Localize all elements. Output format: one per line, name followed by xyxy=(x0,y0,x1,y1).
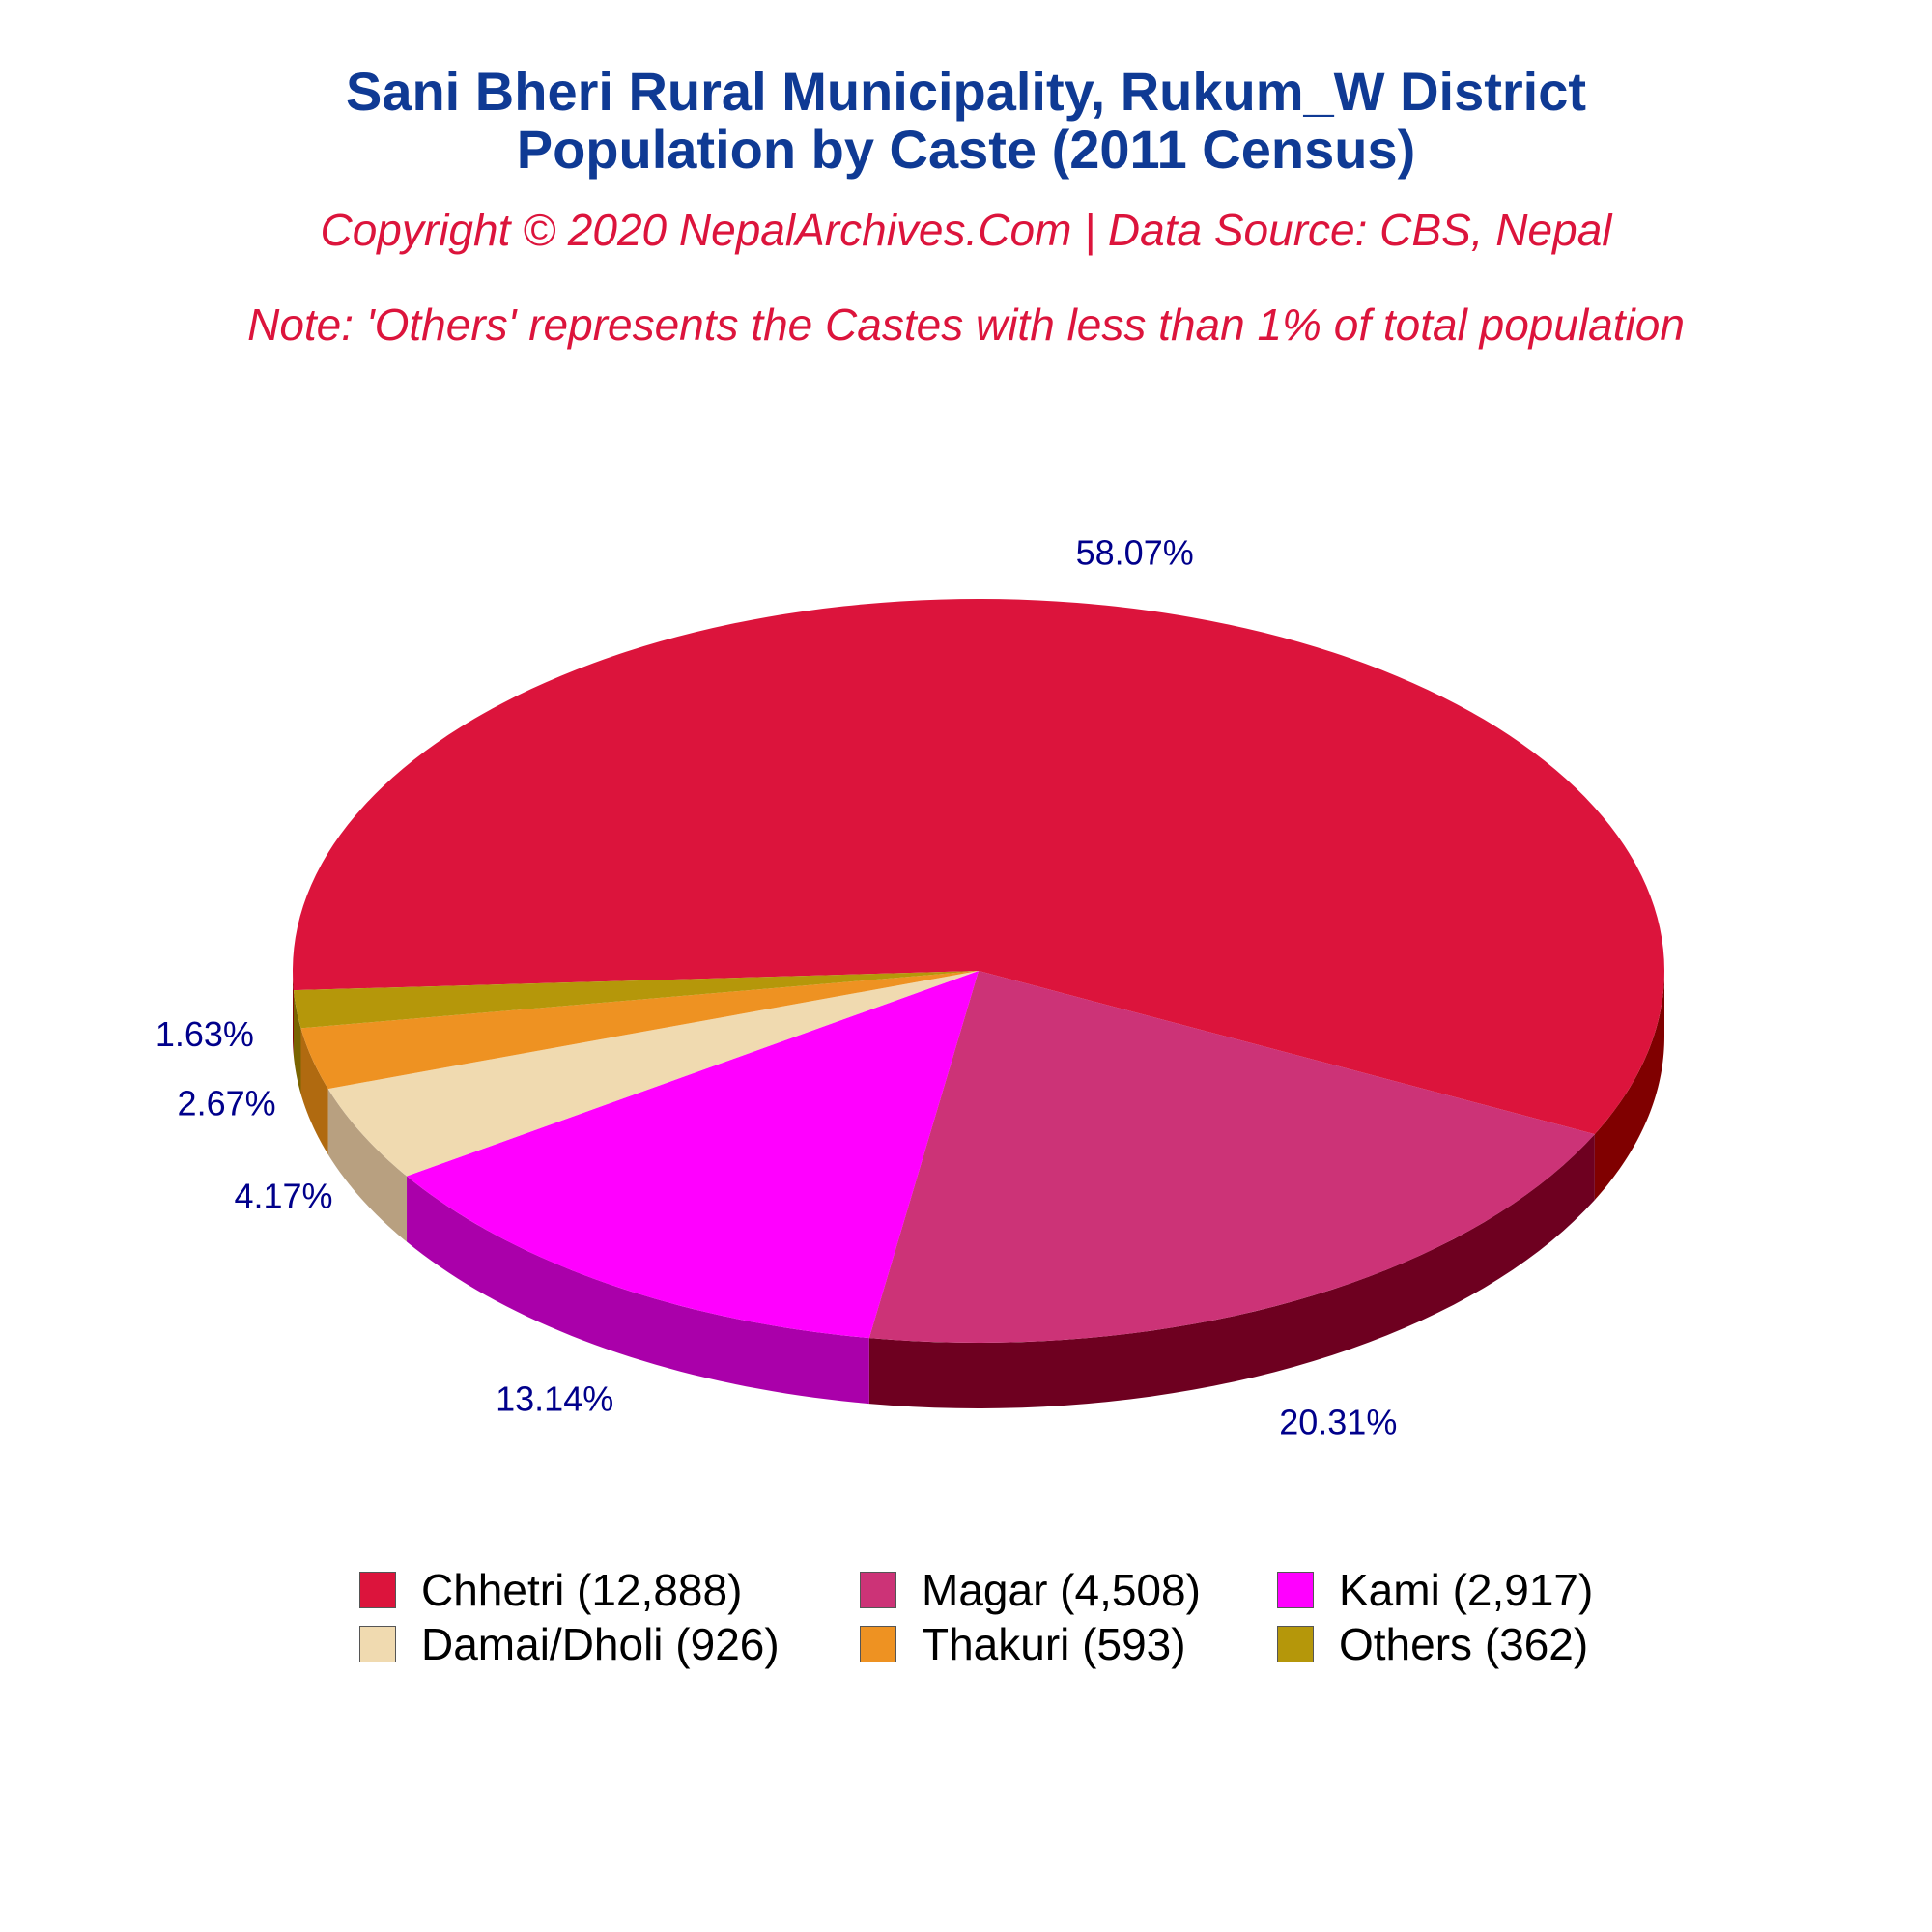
legend-item-magar: Magar (4,508) xyxy=(860,1565,1201,1615)
chart-title-line-2: Population by Caste (2011 Census) xyxy=(516,119,1416,180)
legend-label-damai-dholi: Damai/Dholi (926) xyxy=(421,1619,780,1669)
chart-title-line-1: Sani Bheri Rural Municipality, Rukum_W D… xyxy=(345,61,1587,122)
legend-label-thakuri: Thakuri (593) xyxy=(922,1619,1186,1669)
pie-tops xyxy=(292,599,1664,1344)
legend-label-magar: Magar (4,508) xyxy=(922,1565,1201,1615)
pct-label-thakuri: 2.67% xyxy=(178,1083,276,1122)
pie-side-magar xyxy=(868,1134,1595,1408)
legend-swatch-thakuri xyxy=(860,1626,896,1662)
legend-item-others: Others (362) xyxy=(1277,1619,1588,1669)
pct-label-magar: 20.31% xyxy=(1279,1403,1397,1442)
pct-label-kami: 13.14% xyxy=(496,1378,613,1418)
pie-slice-damai-dholi xyxy=(327,971,979,1177)
copyright-text: Copyright © 2020 NepalArchives.Com | Dat… xyxy=(320,205,1612,255)
pie-slice-thakuri xyxy=(300,971,979,1090)
pie-side-thakuri xyxy=(300,1028,328,1155)
pie-side-chhetri xyxy=(1594,971,1664,1201)
pct-label-damai-dholi: 4.17% xyxy=(234,1177,332,1216)
legend-item-kami: Kami (2,917) xyxy=(1277,1565,1593,1615)
pie-side-chhetri xyxy=(293,971,294,1057)
legend-swatch-magar xyxy=(860,1572,896,1608)
chart-header: Sani Bheri Rural Municipality, Rukum_W D… xyxy=(0,0,1932,351)
pct-label-others: 1.63% xyxy=(156,1014,254,1054)
legend-item-damai-dholi: Damai/Dholi (926) xyxy=(359,1619,780,1669)
note-text: Note: 'Others' represents the Castes wit… xyxy=(247,299,1685,350)
pie-labels: 58.07% 20.31% 13.14% 4.17% 2.67% 1.63% xyxy=(156,533,1397,1442)
pie-sides xyxy=(293,971,1664,1408)
pie-side-kami xyxy=(407,1176,869,1405)
legend-label-others: Others (362) xyxy=(1339,1619,1589,1669)
legend-swatch-damai-dholi xyxy=(359,1626,396,1662)
pie-slice-magar xyxy=(868,971,1595,1344)
legend-swatch-others xyxy=(1277,1626,1314,1662)
pie-slice-chhetri xyxy=(292,599,1664,1135)
legend-label-kami: Kami (2,917) xyxy=(1339,1565,1594,1615)
legend-swatch-chhetri xyxy=(359,1572,396,1608)
legend-label-chhetri: Chhetri (12,888) xyxy=(421,1565,743,1615)
pie-side-damai-dholi xyxy=(327,1089,408,1242)
pie-side-others xyxy=(293,990,301,1094)
pct-label-chhetri: 58.07% xyxy=(1076,533,1194,573)
pie-slice-others xyxy=(293,971,980,1029)
legend-item-thakuri: Thakuri (593) xyxy=(860,1619,1186,1669)
legend-swatch-kami xyxy=(1277,1572,1314,1608)
legend-item-chhetri: Chhetri (12,888) xyxy=(359,1565,742,1615)
pie-slice-kami xyxy=(407,971,979,1339)
